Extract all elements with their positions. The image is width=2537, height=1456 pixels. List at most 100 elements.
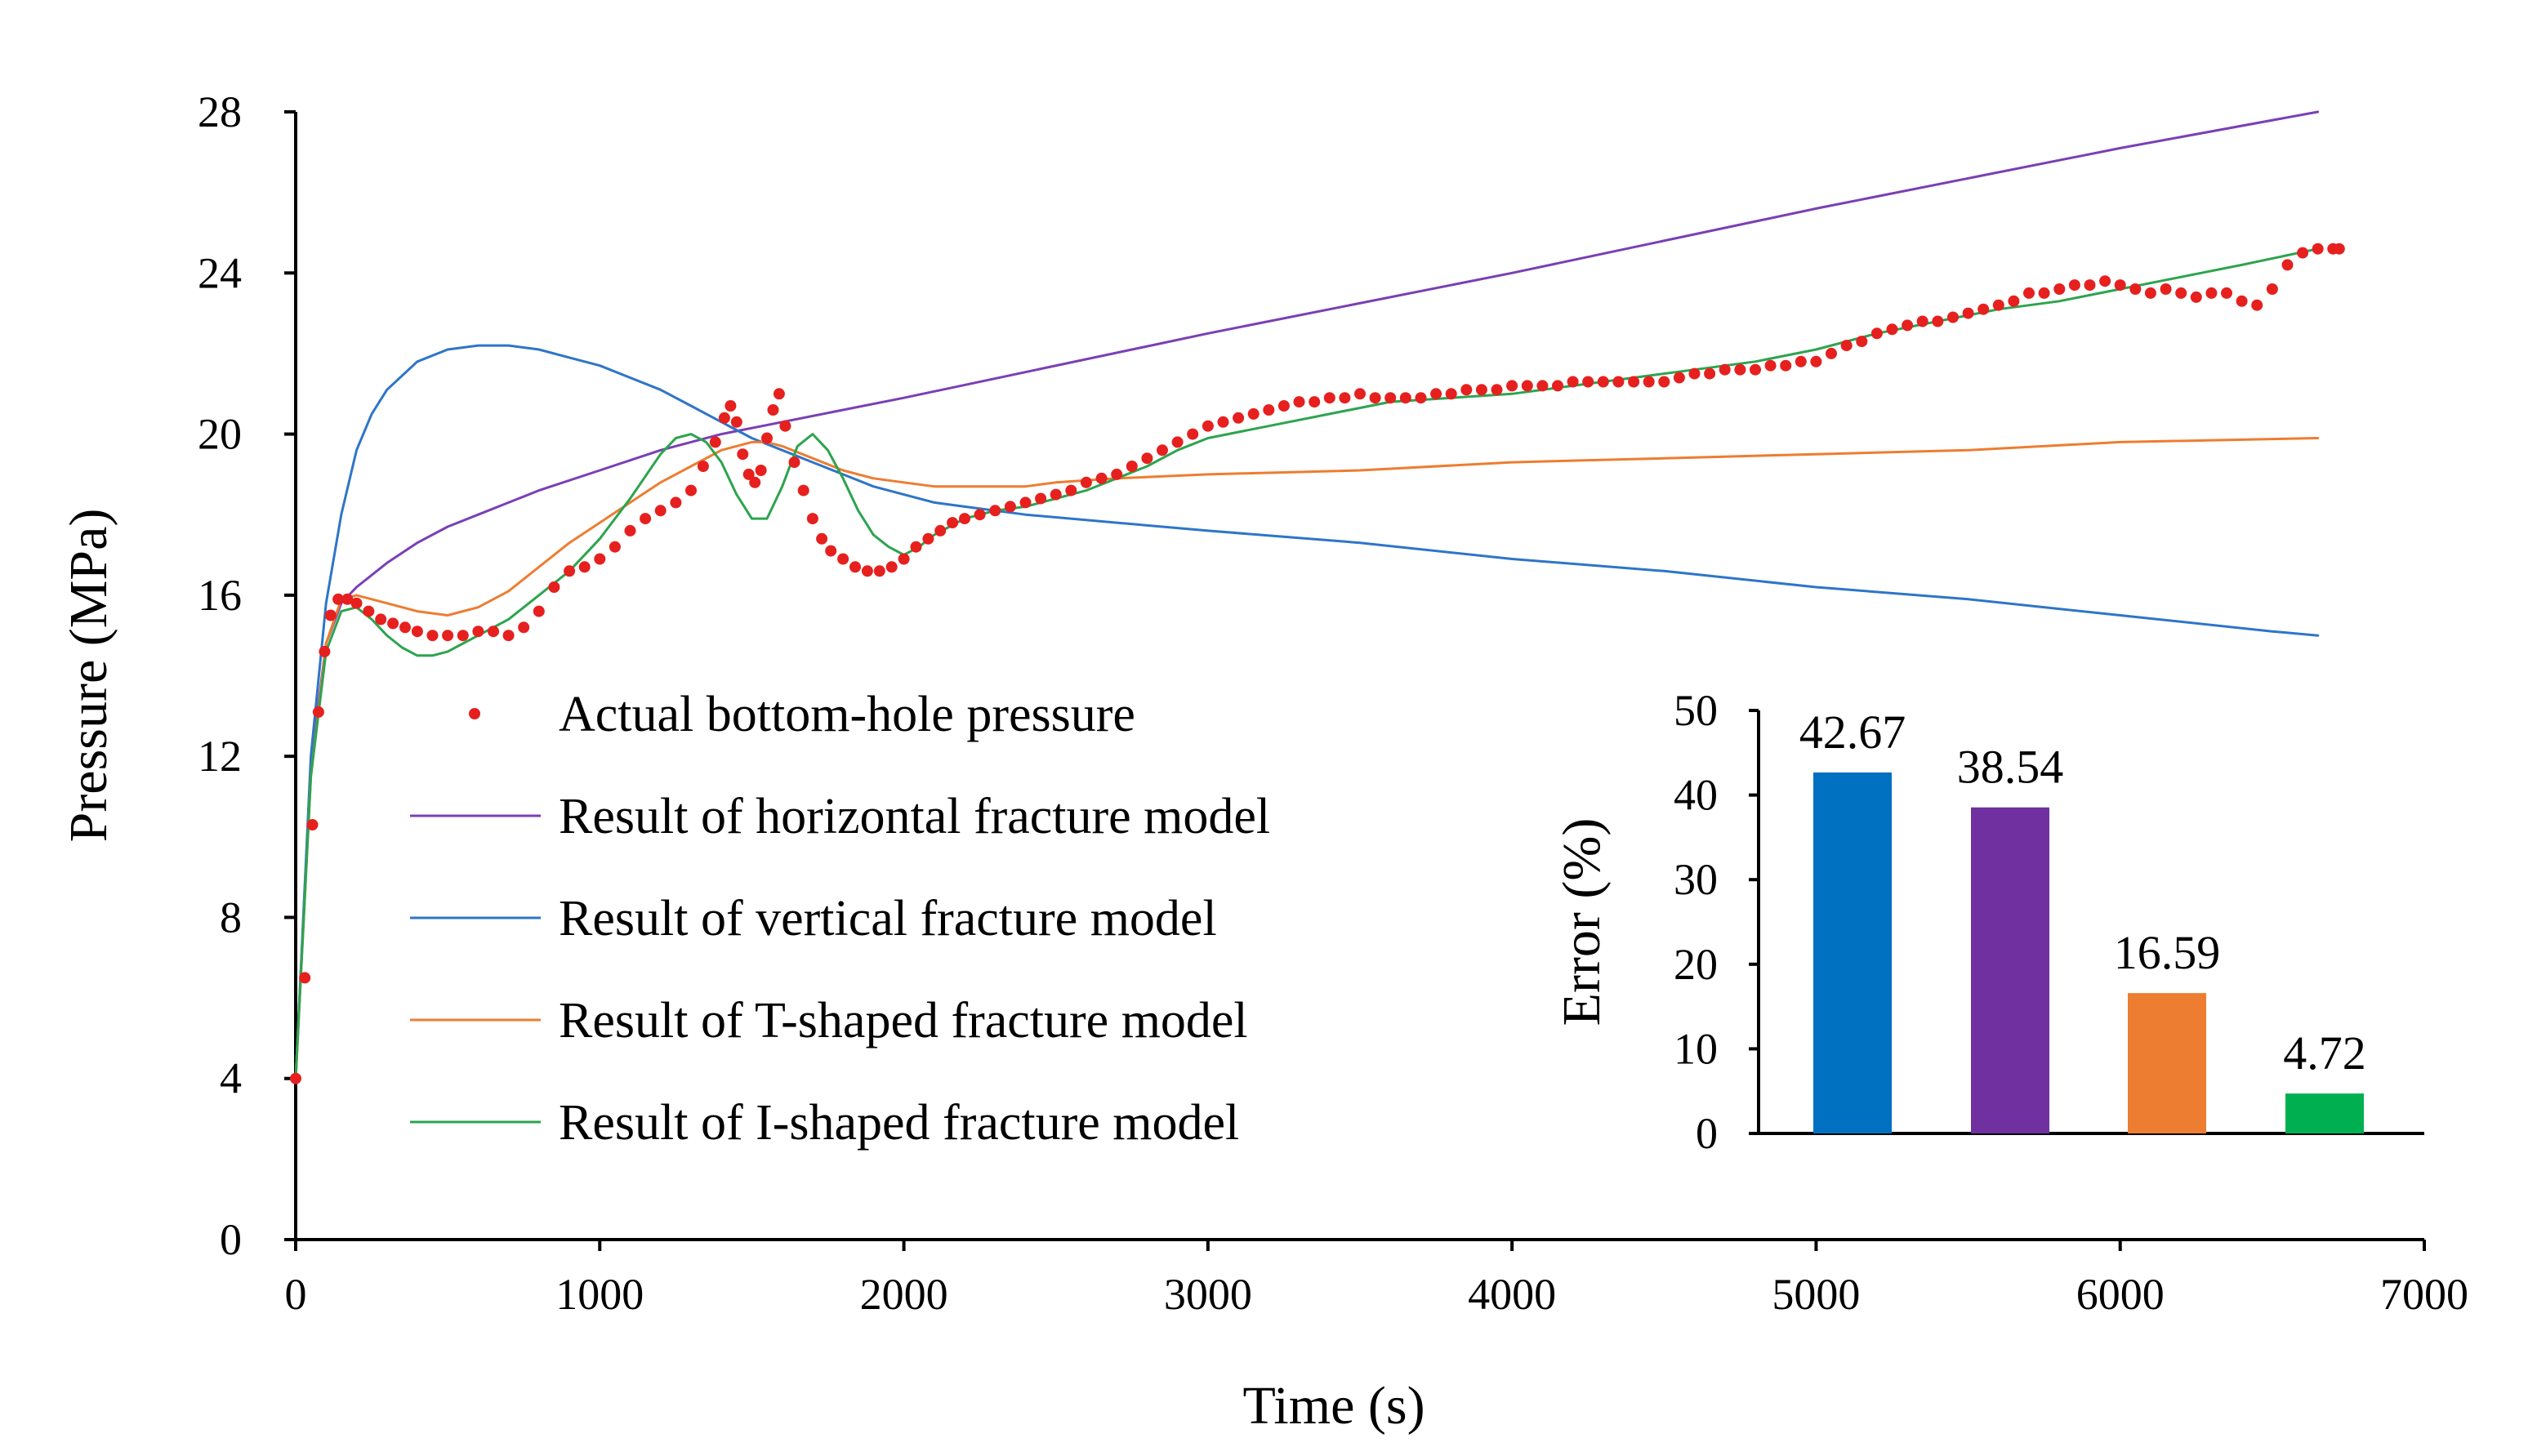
- actual-pressure-point: [697, 461, 709, 472]
- error-bar: [2285, 1093, 2364, 1133]
- actual-pressure-point: [797, 484, 809, 496]
- actual-pressure-point: [1658, 376, 1670, 388]
- actual-pressure-point: [1065, 484, 1077, 496]
- actual-pressure-point: [1369, 392, 1381, 404]
- actual-pressure-point: [1947, 311, 1959, 323]
- actual-pressure-point: [2312, 243, 2324, 255]
- actual-pressure-point: [290, 1072, 301, 1084]
- actual-pressure-point: [1856, 336, 1868, 348]
- actual-pressure-point: [2205, 287, 2218, 299]
- actual-pressure-point: [1157, 444, 1168, 456]
- x-tick-label: 3000: [1164, 1270, 1252, 1319]
- actual-pressure-point: [1475, 384, 1487, 396]
- error-bar-label: 4.72: [2283, 1026, 2366, 1080]
- actual-pressure-point: [1445, 388, 1457, 400]
- actual-pressure-point: [1399, 392, 1411, 404]
- actual-pressure-point: [806, 513, 818, 525]
- actual-pressure-point: [399, 621, 411, 634]
- actual-pressure-point: [1233, 412, 1245, 424]
- actual-pressure-point: [578, 561, 591, 573]
- y-ticks: 0 4 8 12 16 20 24 28: [198, 87, 296, 1264]
- actual-pressure-point: [2144, 287, 2156, 299]
- inset-y-ticks: 0 10 20 30 40 50: [1674, 686, 1759, 1158]
- vertical-fracture-line: [294, 344, 2320, 1080]
- actual-pressure-point: [767, 404, 779, 416]
- error-bar-label: 42.67: [1799, 706, 1906, 759]
- x-tick-label: 0: [285, 1270, 307, 1319]
- actual-pressure-point: [2008, 295, 2020, 307]
- actual-pressure-point: [861, 565, 873, 577]
- actual-pressure-point: [594, 553, 606, 565]
- legend-label-t-shaped: Result of T-shaped fracture model: [559, 993, 1248, 1049]
- actual-pressure-point: [1430, 388, 1442, 400]
- actual-pressure-point: [1704, 367, 1716, 380]
- legend-item-actual: Actual bottom-hole pressure: [469, 687, 1135, 742]
- actual-pressure-point: [1612, 376, 1625, 388]
- x-axis-title: Time (s): [1242, 1376, 1425, 1436]
- actual-pressure-point: [873, 565, 885, 577]
- actual-pressure-point: [898, 553, 910, 565]
- actual-pressure-point: [1962, 307, 1974, 319]
- actual-pressure-point: [825, 545, 837, 557]
- actual-pressure-point: [624, 524, 636, 537]
- actual-pressure-point: [1004, 501, 1016, 513]
- y-tick-label: 16: [198, 571, 242, 620]
- actual-pressure-point: [1552, 380, 1563, 392]
- actual-pressure-point: [709, 436, 721, 448]
- actual-pressure-point: [837, 553, 849, 565]
- actual-pressure-point: [2068, 279, 2080, 292]
- actual-pressure-point: [2266, 283, 2278, 295]
- actual-pressure-point: [564, 565, 576, 577]
- y-tick-label: 20: [198, 410, 242, 459]
- main-axes: [294, 112, 2424, 1241]
- x-tick-label: 1000: [555, 1270, 644, 1319]
- error-inset-chart: 0 10 20 30 40 50 42.67 38.54 16.59 4.72 Error (%…: [1552, 686, 2424, 1158]
- actual-pressure-point: [761, 432, 773, 444]
- legend-item-i-shaped: Result of I-shaped fracture model: [410, 1095, 1239, 1151]
- actual-pressure-point: [609, 541, 621, 553]
- actual-pressure-point: [324, 609, 337, 621]
- actual-pressure-point: [341, 593, 354, 605]
- actual-pressure-point: [1095, 472, 1108, 484]
- actual-pressure-point: [1080, 476, 1092, 488]
- actual-pressure-point: [350, 597, 363, 609]
- actual-pressure-point: [548, 581, 560, 593]
- error-bar-label: 16.59: [2114, 926, 2221, 979]
- actual-pressure-point: [411, 626, 423, 638]
- y-tick-label: 28: [198, 87, 242, 136]
- actual-pressure-point: [518, 621, 530, 634]
- actual-pressure-point: [910, 541, 922, 553]
- actual-pressure-point: [2114, 279, 2126, 292]
- actual-pressure-point: [974, 509, 986, 521]
- actual-pressure-point: [2236, 295, 2248, 307]
- actual-pressure-point: [1780, 359, 1792, 372]
- x-tick-label: 4000: [1468, 1270, 1556, 1319]
- actual-pressure-point: [1111, 468, 1123, 480]
- actual-pressure-point: [730, 416, 742, 428]
- actual-pressure-point: [1932, 315, 1944, 327]
- actual-pressure-point: [1734, 363, 1746, 376]
- actual-pressure-point: [959, 513, 970, 525]
- actual-pressure-point: [312, 706, 324, 718]
- actual-pressure-point: [1750, 363, 1761, 376]
- actual-pressure-point: [1810, 355, 1822, 367]
- legend-label-actual: Actual bottom-hole pressure: [559, 687, 1135, 742]
- actual-pressure-point: [1567, 376, 1579, 388]
- actual-pressure-point: [1628, 376, 1640, 388]
- inset-y-tick-label: 0: [1696, 1109, 1718, 1158]
- actual-pressure-point: [1187, 428, 1199, 440]
- actual-pressure-point: [502, 630, 515, 642]
- actual-pressure-point: [1719, 363, 1731, 376]
- actual-pressure-point: [319, 645, 331, 657]
- inset-y-tick-label: 10: [1674, 1024, 1718, 1073]
- actual-pressure-point: [1673, 372, 1685, 384]
- actual-pressure-point: [2221, 287, 2232, 299]
- actual-pressure-point: [1902, 319, 1914, 332]
- actual-pressure-points: [290, 243, 2345, 1084]
- actual-pressure-point: [1521, 380, 1533, 392]
- actual-pressure-point: [426, 630, 439, 642]
- actual-pressure-point: [1916, 315, 1928, 327]
- actual-pressure-point: [1217, 416, 1229, 428]
- actual-pressure-point: [749, 476, 761, 488]
- inset-y-tick-label: 50: [1674, 686, 1718, 735]
